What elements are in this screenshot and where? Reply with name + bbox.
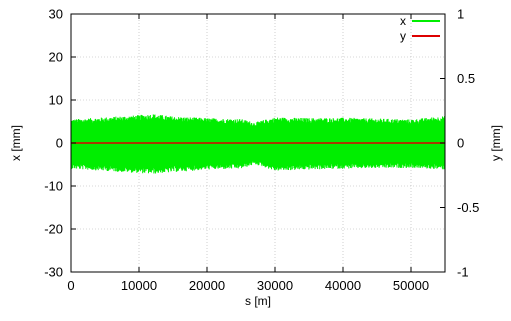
y-left-tick-label: -10	[44, 179, 63, 194]
y-axis-left-label: x [mm]	[9, 125, 23, 161]
x-tick-label: 10000	[121, 278, 157, 293]
axis-ticks	[70, 13, 445, 273]
x-tick-label: 20000	[189, 278, 225, 293]
legend-label-y: y	[400, 29, 406, 43]
y-left-tick-label: 20	[49, 50, 63, 65]
y-left-tick-label: -30	[44, 265, 63, 280]
y-right-tick-label: -1	[457, 265, 469, 280]
x-axis-label: s [m]	[245, 294, 271, 308]
x-tick-label: 50000	[393, 278, 429, 293]
x-tick-label: 30000	[257, 278, 293, 293]
y-axis-right-label: y [mm]	[489, 125, 503, 161]
y-left-tick-label: 0	[56, 136, 63, 151]
y-right-tick-label: 0	[457, 136, 464, 151]
y-left-tick-label: -20	[44, 222, 63, 237]
x-tick-label: 0	[67, 278, 74, 293]
legend: x y	[400, 14, 440, 43]
x-tick-label: 40000	[325, 278, 361, 293]
y-right-tick-label: 1	[457, 7, 464, 22]
tick-labels: 0 10000 20000 30000 40000 50000-30-20-1001020…	[44, 7, 479, 294]
plot-series	[70, 114, 446, 174]
y-right-tick-label: -0.5	[457, 200, 479, 215]
y-right-tick-label: 0.5	[457, 71, 475, 86]
y-left-tick-label: 30	[49, 7, 63, 22]
legend-label-x: x	[400, 14, 406, 28]
y-left-tick-label: 10	[49, 93, 63, 108]
series-x-line	[70, 114, 446, 174]
